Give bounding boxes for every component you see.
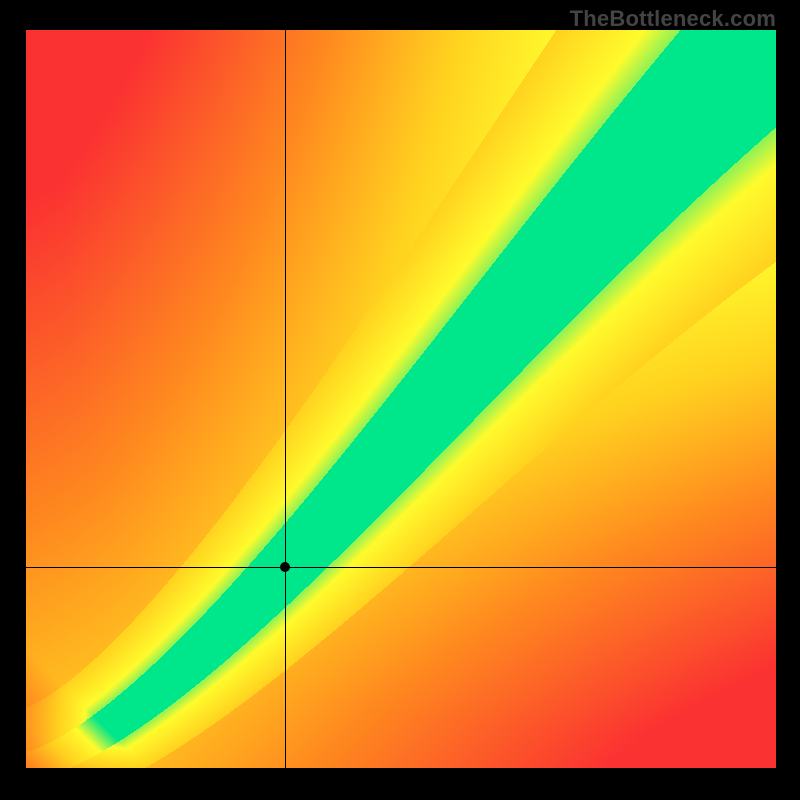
crosshair-marker [280,562,290,572]
crosshair-horizontal [26,567,776,568]
heatmap-canvas [26,30,776,768]
watermark-text: TheBottleneck.com [570,6,776,32]
heatmap-plot [26,30,776,768]
crosshair-vertical [285,30,286,768]
